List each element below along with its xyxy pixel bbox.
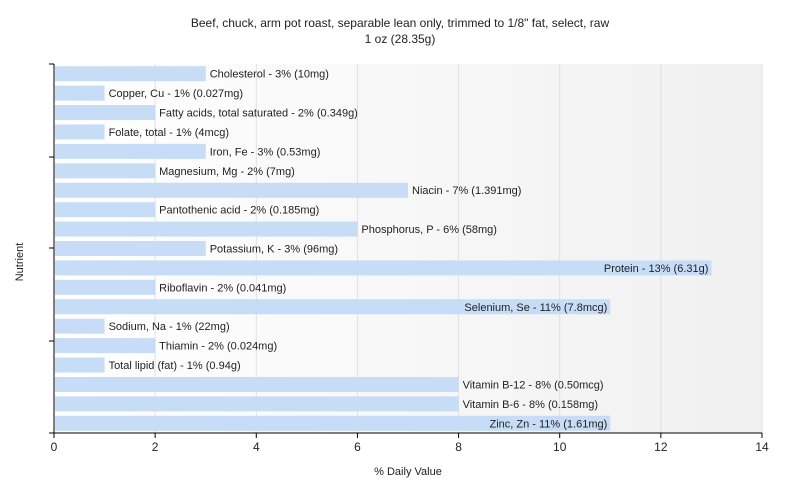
x-tick-label: 2 xyxy=(152,440,159,454)
bar xyxy=(55,143,206,159)
bar xyxy=(55,105,156,121)
x-tick-label: 4 xyxy=(253,440,260,454)
bar-label: Selenium, Se - 11% (7.8mcg) xyxy=(464,302,607,314)
bar-label: Pantothenic acid - 2% (0.185mg) xyxy=(159,205,319,217)
bar-label: Vitamin B-6 - 8% (0.158mg) xyxy=(463,399,599,411)
bar-label: Total lipid (fat) - 1% (0.94g) xyxy=(109,360,241,372)
bar xyxy=(55,260,712,276)
bar xyxy=(55,279,156,295)
bar xyxy=(55,202,156,218)
bar xyxy=(55,124,105,140)
bar xyxy=(55,221,358,237)
bar xyxy=(55,66,206,82)
y-axis-label: Nutrient xyxy=(14,242,26,282)
bar-label: Niacin - 7% (1.391mg) xyxy=(412,185,521,197)
bar-label: Folate, total - 1% (4mcg) xyxy=(109,127,229,139)
bar xyxy=(55,85,105,101)
bar xyxy=(55,163,156,179)
x-axis-label: % Daily Value xyxy=(374,466,442,478)
x-tick-label: 6 xyxy=(354,440,361,454)
x-tick-label: 10 xyxy=(553,440,567,454)
bar-label: Copper, Cu - 1% (0.027mg) xyxy=(109,88,244,100)
bar xyxy=(55,182,408,198)
x-tick-label: 12 xyxy=(654,440,668,454)
bar-label: Potassium, K - 3% (96mg) xyxy=(210,244,338,256)
chart-title: Beef, chuck, arm pot roast, separable le… xyxy=(190,16,610,30)
bar-label: Thiamin - 2% (0.024mg) xyxy=(159,341,277,353)
x-tick-label: 0 xyxy=(51,440,58,454)
bar xyxy=(55,338,156,354)
bar xyxy=(55,299,611,315)
x-tick-label: 14 xyxy=(755,440,769,454)
bar-label: Magnesium, Mg - 2% (7mg) xyxy=(159,166,295,178)
bar-label: Iron, Fe - 3% (0.53mg) xyxy=(210,146,321,158)
bar-label: Fatty acids, total saturated - 2% (0.349… xyxy=(159,108,358,120)
bar xyxy=(55,318,105,334)
x-tick-label: 8 xyxy=(455,440,462,454)
bar-label: Phosphorus, P - 6% (58mg) xyxy=(361,224,497,236)
bar-label: Protein - 13% (6.31g) xyxy=(604,263,709,275)
bar xyxy=(55,396,459,412)
chart-subtitle: 1 oz (28.35g) xyxy=(364,32,436,46)
bar-label: Zinc, Zn - 11% (1.61mg) xyxy=(490,418,608,430)
bar-label: Cholesterol - 3% (10mg) xyxy=(210,69,329,81)
bar-label: Riboflavin - 2% (0.041mg) xyxy=(159,282,286,294)
bar xyxy=(55,415,611,431)
bar xyxy=(55,357,105,373)
bar-label: Vitamin B-12 - 8% (0.50mcg) xyxy=(463,379,604,391)
bar xyxy=(55,376,459,392)
bar-label: Sodium, Na - 1% (22mg) xyxy=(109,321,230,333)
bar xyxy=(55,241,206,256)
